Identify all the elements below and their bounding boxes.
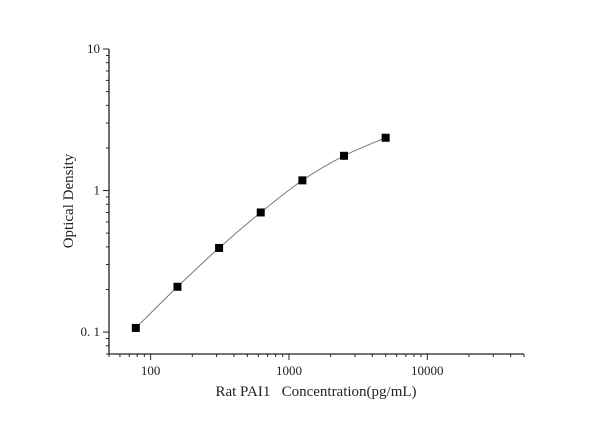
x-axis-title: Rat PAI1 Concentration(pg/mL) — [215, 384, 416, 400]
data-point — [173, 282, 182, 291]
ticks: 0. 1 1 10 100 1000 10000 — [81, 41, 525, 378]
data-point — [340, 151, 349, 160]
x-tick-label: 100 — [141, 363, 161, 378]
data-point — [131, 323, 140, 332]
x-tick-label: 10000 — [411, 363, 444, 378]
data-point — [215, 243, 224, 252]
x-tick-label: 1000 — [276, 363, 302, 378]
axes — [108, 49, 524, 355]
data-point — [298, 176, 307, 185]
data-points — [131, 133, 390, 332]
fitted-curve — [135, 137, 386, 329]
data-point — [381, 133, 390, 142]
y-tick-label: 0. 1 — [81, 324, 101, 339]
y-tick-label: 10 — [87, 41, 100, 56]
data-point — [256, 208, 265, 217]
y-axis-title: Optical Density — [61, 153, 77, 248]
y-tick-label: 1 — [94, 183, 101, 198]
